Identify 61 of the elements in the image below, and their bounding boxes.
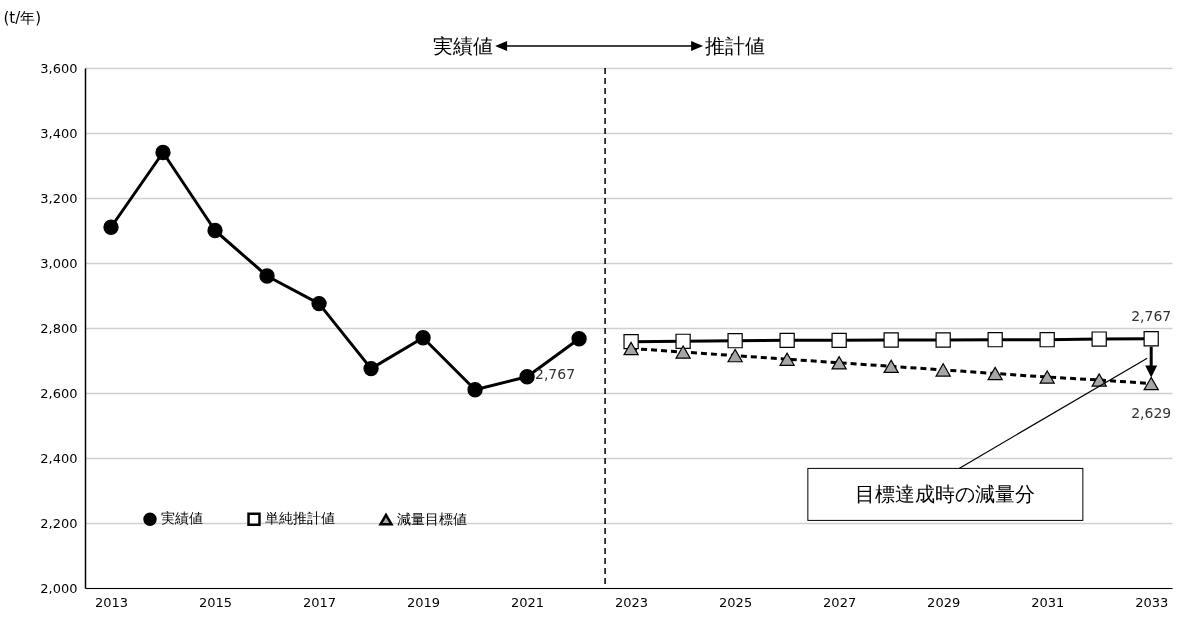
x-tick-label: 2013 <box>94 594 129 610</box>
y-tick-label: 3,600 <box>40 60 78 76</box>
point <box>571 331 587 347</box>
legend-label: 減量目標値 <box>397 510 467 527</box>
point <box>935 363 951 377</box>
point <box>935 332 951 348</box>
point <box>1143 376 1159 391</box>
point <box>883 359 899 374</box>
y-tick-label: 3,000 <box>40 255 78 271</box>
x-tick-label: 2031 <box>1031 594 1065 610</box>
text: 実績値 <box>433 34 494 58</box>
y-tick-label: 3,400 <box>40 125 78 141</box>
x-tick-label: 2017 <box>303 594 337 610</box>
point <box>363 360 379 377</box>
y-tick-label: 2,600 <box>40 385 78 401</box>
point <box>103 219 119 235</box>
text: 推計値 <box>705 34 766 58</box>
point <box>987 332 1003 348</box>
point <box>727 348 743 363</box>
point <box>831 356 847 370</box>
point <box>207 222 223 239</box>
point <box>467 382 483 398</box>
point <box>519 369 535 385</box>
point <box>675 333 691 349</box>
x-tick-label: 2023 <box>615 594 649 610</box>
point <box>779 352 795 366</box>
y-tick-label: 2,800 <box>40 320 78 336</box>
point <box>415 330 431 346</box>
x-tick-label: 2015 <box>198 594 233 610</box>
data-label: 2,767 <box>1131 307 1172 324</box>
data-label: 2,629 <box>1131 404 1172 421</box>
x-tick-label: 2027 <box>823 594 857 610</box>
point <box>883 332 899 348</box>
point <box>779 332 795 349</box>
y-tick-label: 3,200 <box>40 190 78 206</box>
point <box>675 345 691 359</box>
point <box>1143 331 1159 347</box>
point <box>727 333 743 349</box>
point <box>155 144 171 161</box>
x-tick-label: 2025 <box>719 594 753 610</box>
point <box>1039 370 1055 384</box>
x-tick-label: 2021 <box>511 594 545 610</box>
x-tick-label: 2029 <box>927 594 961 610</box>
point <box>623 341 639 356</box>
point <box>1091 373 1107 387</box>
point <box>259 268 275 284</box>
data-label: 2,767 <box>535 365 576 382</box>
x-tick-label: 2033 <box>1135 594 1169 610</box>
y-axis-title: (t/年) <box>3 8 42 27</box>
point <box>831 332 847 349</box>
point <box>311 295 327 312</box>
legend-label: 実績値 <box>161 510 203 527</box>
point <box>1039 332 1055 348</box>
x-tick-label: 2019 <box>407 594 441 610</box>
legend-label: 単純推計値 <box>265 510 335 527</box>
annotation: 目標達成時の減量分 <box>855 482 1036 507</box>
point <box>987 366 1003 381</box>
y-tick-label: 2,400 <box>40 450 78 466</box>
y-tick-label: 2,200 <box>40 515 78 531</box>
point <box>1091 331 1107 347</box>
y-tick-label: 2,000 <box>40 580 78 596</box>
